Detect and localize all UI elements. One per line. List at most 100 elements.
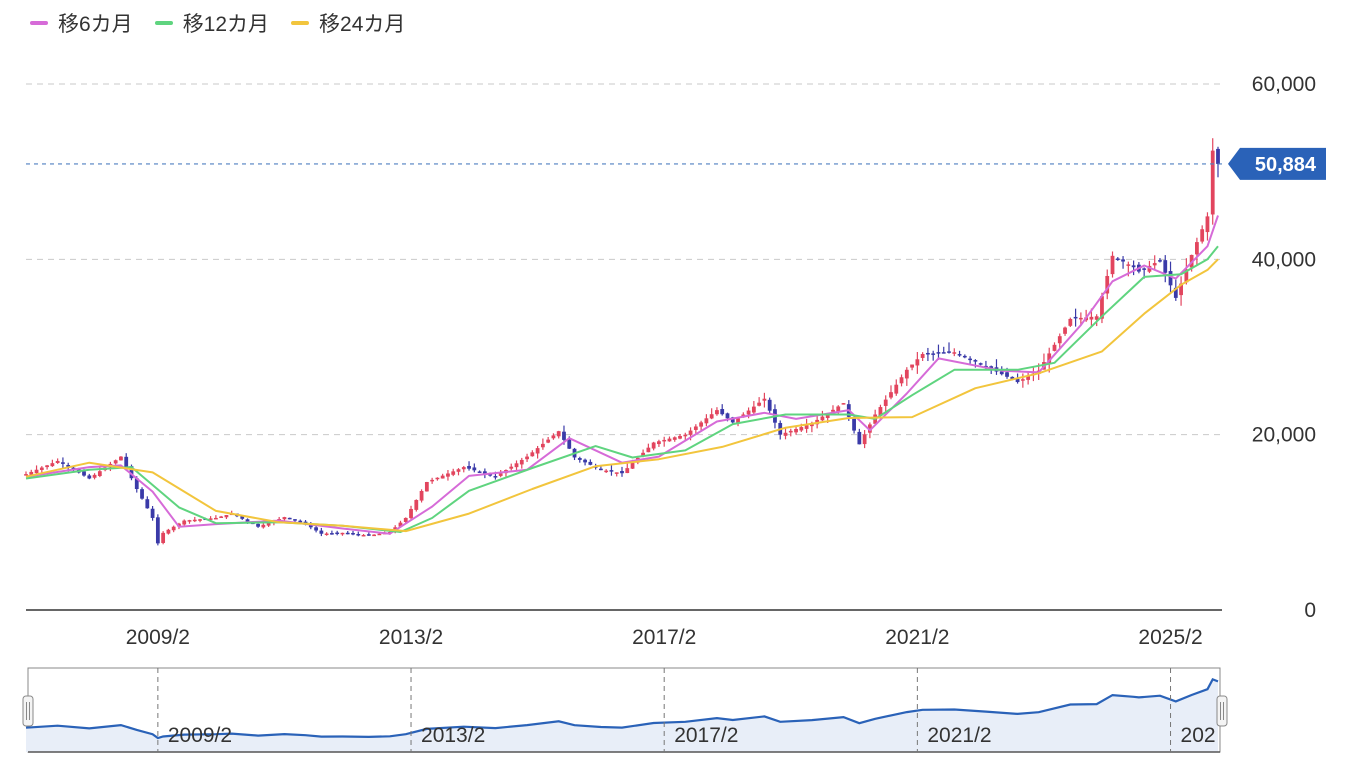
candle <box>609 465 614 476</box>
candle-body <box>999 371 1004 375</box>
candle-body <box>546 439 551 443</box>
candle <box>556 430 561 439</box>
candle <box>947 342 951 354</box>
candle-body <box>514 463 519 468</box>
candle-body <box>440 475 445 479</box>
candle <box>161 531 166 545</box>
candle <box>519 457 524 469</box>
candle <box>620 466 624 477</box>
candle <box>1173 279 1178 301</box>
candle-body <box>1015 378 1020 383</box>
y-tick-label: 0 <box>1304 599 1316 622</box>
candle <box>324 532 329 536</box>
candle <box>155 514 160 546</box>
candle <box>693 424 698 435</box>
legend-item-ma24[interactable]: 移24カ月 <box>291 8 405 38</box>
y-tick-label: 40,000 <box>1252 248 1316 271</box>
candle <box>182 519 187 527</box>
candle-body <box>767 399 772 411</box>
candle-body <box>45 465 49 468</box>
candle-body <box>224 515 229 518</box>
candle <box>55 458 60 464</box>
candle-body <box>683 434 688 437</box>
candle-body <box>630 463 635 469</box>
candle-body <box>24 474 28 476</box>
candle <box>1195 237 1199 266</box>
candle-body <box>113 460 118 464</box>
candle-body <box>799 427 804 431</box>
navigator-area <box>26 679 1218 752</box>
y-tick-label: 20,000 <box>1252 424 1316 447</box>
candle-body <box>889 392 893 398</box>
candle-body <box>509 466 514 469</box>
candle-body <box>519 459 524 465</box>
candle <box>440 473 445 479</box>
candle <box>1078 312 1083 326</box>
candle <box>604 469 609 473</box>
candle <box>1115 257 1120 261</box>
candle-body <box>556 431 561 437</box>
candle-body <box>261 524 266 528</box>
candle <box>50 459 55 467</box>
candle-body <box>319 530 324 534</box>
candle-body <box>1163 260 1168 273</box>
candle-body <box>119 456 123 461</box>
moving-average-line-2 <box>25 258 1219 533</box>
candle-body <box>467 466 471 469</box>
candle-body <box>646 447 651 453</box>
candle-body <box>97 471 102 477</box>
candle <box>472 463 477 473</box>
candle-body <box>66 464 71 467</box>
candle <box>952 348 957 357</box>
candle <box>467 461 471 471</box>
navigator-handle-right[interactable] <box>1216 695 1228 727</box>
candle <box>577 456 582 463</box>
candle <box>1100 292 1104 324</box>
candle-body <box>809 423 814 427</box>
candle <box>1158 258 1162 263</box>
candle <box>546 437 551 444</box>
candle-body <box>39 467 44 470</box>
candle <box>936 344 941 360</box>
candle-body <box>1110 255 1115 275</box>
candle <box>1057 333 1062 350</box>
range-navigator[interactable]: 2009/2 2013/2 2017/2 2021/2 202 <box>22 667 1228 753</box>
navigator-tick-label: 2021/2 <box>927 724 991 747</box>
navigator-tick-label: 2017/2 <box>674 724 738 747</box>
candle <box>1105 269 1110 300</box>
candle-body <box>1195 242 1199 255</box>
candle-body <box>198 519 202 521</box>
candle-body <box>1073 316 1078 319</box>
navigator-handle-left[interactable] <box>22 695 34 727</box>
candle <box>757 397 762 407</box>
candle-body <box>1105 275 1110 294</box>
candle-body <box>398 522 403 527</box>
legend-item-ma12[interactable]: 移12カ月 <box>154 8 269 38</box>
candle <box>1026 370 1031 385</box>
candle-body <box>50 463 55 467</box>
candle <box>720 404 725 416</box>
candle <box>820 410 825 421</box>
candle <box>145 496 150 509</box>
candle <box>192 516 197 523</box>
candle <box>667 436 672 442</box>
candle-body <box>904 369 909 379</box>
candle-body <box>61 462 65 464</box>
candle-body <box>894 384 899 394</box>
candle-body <box>87 475 92 479</box>
candle-body <box>240 516 245 519</box>
x-tick-label: 2017/2 <box>632 626 696 649</box>
candle-body <box>266 522 271 526</box>
legend-item-ma6[interactable]: 移6カ月 <box>30 8 133 38</box>
candle <box>477 470 482 473</box>
moving-average-line-0 <box>25 215 1219 535</box>
candle <box>446 470 450 481</box>
candle-body <box>862 434 867 445</box>
candle-body <box>1010 376 1015 380</box>
candle-body <box>678 435 682 439</box>
candle-body <box>34 469 39 474</box>
candle-body <box>562 431 566 440</box>
candle <box>419 489 424 503</box>
candle-body <box>377 533 382 536</box>
